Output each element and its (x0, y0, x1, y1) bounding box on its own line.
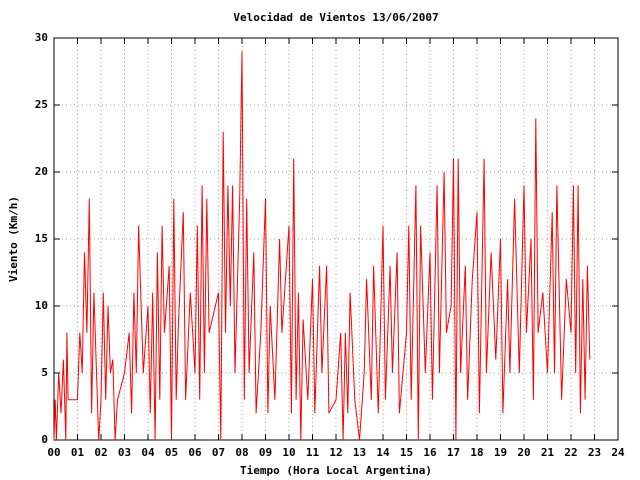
x-tick-label: 17 (447, 446, 460, 459)
x-tick-label: 03 (118, 446, 131, 459)
x-tick-label: 05 (165, 446, 178, 459)
wind-line (53, 51, 591, 441)
y-tick-label: 5 (41, 366, 48, 379)
x-tick-label: 19 (494, 446, 507, 459)
x-tick-label: 15 (400, 446, 413, 459)
chart-title: Velocidad de Vientos 13/06/2007 (233, 11, 438, 24)
x-axis-label: Tiempo (Hora Local Argentina) (240, 464, 432, 477)
y-tick-label: 25 (35, 98, 48, 111)
y-tick-label: 10 (35, 299, 48, 312)
x-tick-label: 18 (470, 446, 483, 459)
x-tick-label: 00 (47, 446, 60, 459)
x-tick-label: 11 (306, 446, 320, 459)
y-axis-label: Viento (Km/h) (7, 196, 20, 282)
x-tick-label: 06 (188, 446, 202, 459)
x-tick-label: 24 (611, 446, 625, 459)
y-tick-label: 0 (41, 433, 48, 446)
y-tick-label: 30 (35, 31, 48, 44)
x-tick-label: 20 (517, 446, 530, 459)
x-tick-label: 07 (212, 446, 225, 459)
x-tick-label: 02 (94, 446, 107, 459)
x-tick-label: 04 (141, 446, 155, 459)
x-tick-label: 23 (588, 446, 601, 459)
x-tick-label: 08 (235, 446, 248, 459)
x-tick-label: 21 (541, 446, 555, 459)
y-tick-label: 20 (35, 165, 48, 178)
x-tick-label: 01 (71, 446, 85, 459)
x-tick-label: 10 (282, 446, 295, 459)
x-tick-label: 12 (329, 446, 342, 459)
x-tick-label: 22 (564, 446, 577, 459)
y-tick-label: 15 (35, 232, 48, 245)
x-tick-label: 16 (423, 446, 437, 459)
x-tick-label: 13 (353, 446, 366, 459)
x-tick-label: 09 (259, 446, 272, 459)
plot-frame (53, 37, 619, 441)
x-tick-label: 14 (376, 446, 390, 459)
